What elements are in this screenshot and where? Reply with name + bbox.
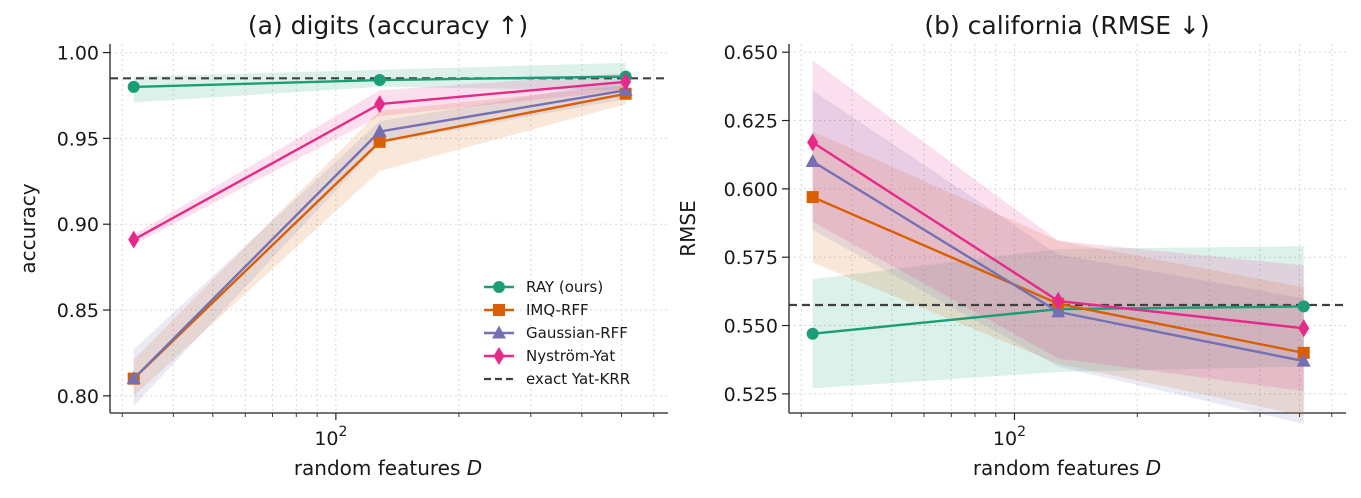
y-tick-label: 0.80 — [57, 386, 99, 408]
y-tick-label: 0.575 — [724, 247, 778, 269]
point-ray-ours — [373, 74, 386, 87]
chart-title: (b) california (RMSE ↓) — [924, 11, 1209, 40]
y-tick-label: 0.525 — [724, 384, 778, 406]
x-tick-exponent: 2 — [339, 424, 348, 440]
x-axis-label-symbol: D — [1146, 456, 1161, 480]
legend-label: Nyström-Yat — [526, 347, 615, 365]
legend-label: exact Yat-KRR — [526, 370, 630, 388]
grid — [789, 44, 1346, 413]
band-gaussian-rff — [812, 90, 1304, 424]
point-nystrom-yat — [1052, 291, 1064, 310]
point-imq-rff — [373, 135, 386, 148]
point-ray-ours — [127, 80, 140, 93]
series-gaussian-rff — [805, 154, 1311, 367]
y-tick-label: 0.625 — [724, 111, 778, 133]
point-gaussian-rff — [372, 124, 387, 138]
legend-item-ray-ours: RAY (ours) — [484, 278, 603, 296]
y-tick-label: 1.00 — [57, 43, 99, 65]
x-axis-label-symbol: D — [467, 456, 482, 480]
point-gaussian-rff — [805, 154, 820, 168]
x-axis-label: random features D — [973, 456, 1161, 480]
x-tick-base: 10 — [993, 428, 1017, 450]
y-axis-label: RMSE — [676, 200, 700, 256]
confidence-bands — [812, 60, 1304, 424]
legend-item-imq-rff: IMQ-RFF — [484, 301, 589, 319]
y-tick-label: 0.85 — [57, 300, 99, 322]
x-tick-exponent: 2 — [1017, 424, 1026, 440]
legend-item-gaussian-rff: Gaussian-RFF — [484, 324, 628, 342]
legend-label: RAY (ours) — [526, 278, 603, 296]
point-gaussian-rff — [126, 371, 141, 385]
legend-item-nystrom-yat: Nyström-Yat — [484, 347, 615, 365]
x-tick-base: 10 — [314, 428, 338, 450]
x-axis-label-text: random features — [294, 456, 467, 480]
y-tick-label: 0.90 — [57, 214, 99, 236]
point-nystrom-yat — [620, 72, 632, 91]
chart-panel-1: 0.80 0.85 0.90 0.95 1.00 102 (a) digits (accur… — [16, 11, 668, 480]
y-tick-label: 0.550 — [724, 316, 778, 338]
band-imq-rff — [812, 131, 1304, 416]
legend-label: Gaussian-RFF — [526, 324, 628, 342]
legend: RAY (ours) IMQ-RFF Gaussian-RFF Nyström-Yat… — [484, 278, 630, 388]
y-tick-label: 0.600 — [724, 179, 778, 201]
legend-label: IMQ-RFF — [526, 301, 589, 319]
point-gaussian-rff — [1051, 304, 1066, 318]
series-nystrom-yat — [128, 72, 632, 249]
point-nystrom-yat — [807, 133, 819, 152]
chart-title: (a) digits (accuracy ↑) — [248, 11, 528, 40]
y-tick-label: 0.650 — [724, 42, 778, 64]
legend-item-exact-yat-krr: exact Yat-KRR — [484, 370, 630, 388]
point-ray-ours — [1297, 300, 1310, 313]
legend-marker — [493, 347, 505, 365]
point-ray-ours — [806, 327, 819, 340]
y-tick-label: 0.95 — [57, 128, 99, 150]
legend-marker — [493, 281, 505, 293]
y-axis-label: accuracy — [16, 183, 40, 273]
point-nystrom-yat — [374, 95, 386, 114]
legend-marker — [493, 304, 505, 316]
series-nystrom-yat — [807, 133, 1310, 338]
point-imq-rff — [806, 191, 819, 204]
point-gaussian-rff — [1296, 353, 1311, 367]
legend-marker — [492, 325, 506, 339]
x-tick-label: 102 — [993, 424, 1026, 450]
x-tick-label: 102 — [314, 424, 347, 450]
x-axis-label-text: random features — [973, 456, 1146, 480]
chart-panel-2: 0.525 0.550 0.575 0.600 0.625 0.650 102 (b) cal… — [676, 11, 1346, 480]
point-nystrom-yat — [1298, 319, 1310, 338]
point-nystrom-yat — [128, 230, 140, 249]
x-axis-label: random features D — [294, 456, 482, 480]
point-imq-rff — [1297, 346, 1310, 359]
